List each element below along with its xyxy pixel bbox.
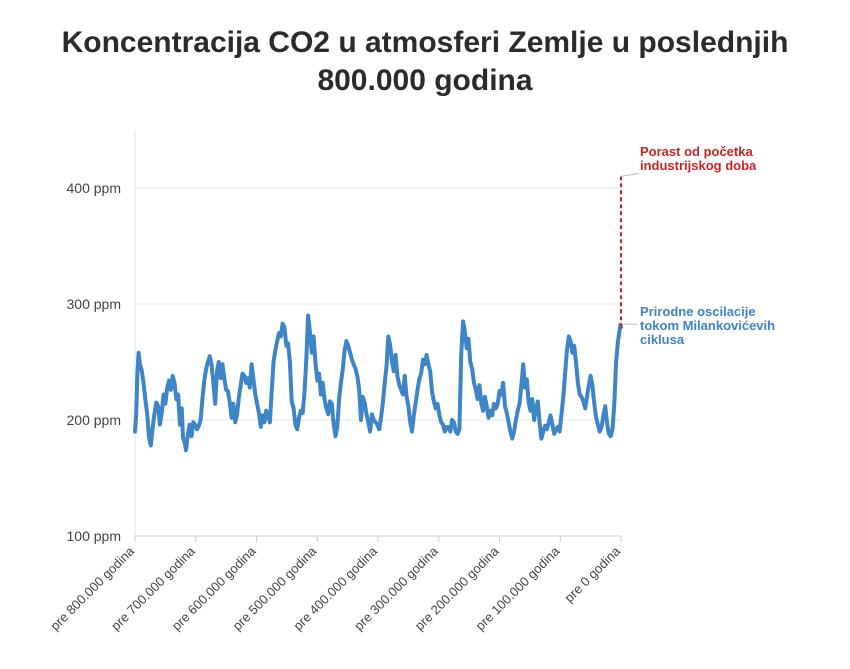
annotation-natural-oscillations-line-3: ciklusa — [640, 332, 685, 347]
annotation-natural-oscillations-line-1: Prirodne oscilacije — [640, 304, 756, 319]
grid-lines — [135, 187, 621, 421]
industrial-rise-leader — [620, 172, 640, 177]
y-tick-label-300: 300 ppm — [67, 296, 121, 312]
chart-title-line-1: Koncentracija CO2 u atmosferi Zemlje u p… — [61, 26, 789, 59]
y-tick-label-100: 100 ppm — [67, 528, 121, 544]
series-line-co2 — [133, 313, 623, 453]
chart-title-line-2: 800.000 godina — [317, 64, 533, 97]
annotations: Porast od početka industrijskog doba Priro… — [620, 144, 775, 347]
annotation-industrial-rise-line-1: Porast od početka — [640, 144, 753, 159]
chart-title: Koncentracija CO2 u atmosferi Zemlje u p… — [0, 24, 850, 100]
y-axis-ticks: 100 ppm 200 ppm 300 ppm 400 ppm — [67, 180, 121, 544]
y-tick-label-400: 400 ppm — [67, 180, 121, 196]
axes — [134, 130, 621, 537]
x-tick-label-0: pre 0 godina — [561, 543, 623, 605]
y-tick-label-200: 200 ppm — [67, 412, 121, 428]
annotation-natural-oscillations: Prirodne oscilacije tokom Milankovićevih c… — [640, 304, 775, 347]
annotation-natural-oscillations-line-2: tokom Milankovićevih — [640, 318, 775, 333]
series-layer — [133, 313, 623, 453]
annotation-industrial-rise-line-2: industrijskog doba — [640, 158, 757, 173]
annotation-industrial-rise: Porast od početka industrijskog doba — [640, 144, 757, 173]
